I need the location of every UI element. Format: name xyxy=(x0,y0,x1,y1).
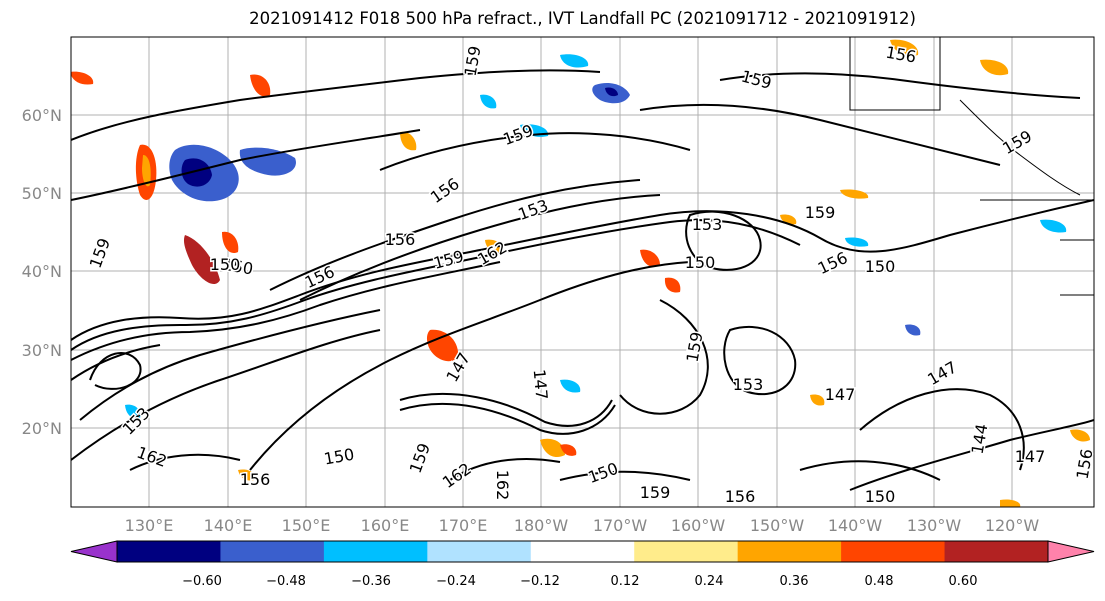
lon-label: 160°W xyxy=(671,516,726,535)
lon-label: 170°E xyxy=(439,516,488,535)
chart-title: 2021091412 F018 500 hPa refract., IVT La… xyxy=(249,9,916,28)
contour-label: 162 xyxy=(493,470,512,501)
lon-label: 170°W xyxy=(593,516,648,535)
lat-label: 40°N xyxy=(22,262,62,281)
colorbar-segment xyxy=(427,541,532,562)
coastlines xyxy=(849,37,1094,296)
colorbar-ticks: −0.60 −0.48 −0.36 −0.24 −0.12 0.12 0.24 … xyxy=(182,574,977,589)
colorbar-tick-label: 0.12 xyxy=(611,574,640,589)
contour-label: 150 xyxy=(865,487,896,506)
lat-axis: 60°N 50°N 40°N 30°N 20°N xyxy=(22,106,62,438)
refractivity-fill xyxy=(71,39,1090,507)
colorbar-segment xyxy=(841,541,946,562)
contour-label: 159 xyxy=(805,203,836,222)
lon-label: 180°W xyxy=(514,516,569,535)
contour-label: 156 xyxy=(725,487,756,506)
colorbar xyxy=(70,540,1095,563)
contour-label: 147 xyxy=(825,385,856,404)
colorbar-segment xyxy=(737,541,842,562)
colorbar-tick-label: 0.48 xyxy=(865,574,894,589)
contour-label: 153 xyxy=(692,215,723,234)
contour-label: 156 xyxy=(240,470,271,489)
colorbar-tick-label: −0.36 xyxy=(351,574,391,589)
colorbar-segment xyxy=(117,541,221,562)
colorbar-segment xyxy=(634,541,739,562)
colorbar-segment xyxy=(944,541,1049,562)
colorbar-segment xyxy=(220,541,325,562)
colorbar-tick-label: −0.12 xyxy=(520,574,560,589)
lat-label: 50°N xyxy=(22,184,62,203)
graticule xyxy=(71,37,1094,507)
contour-label: 156 xyxy=(385,230,416,249)
lon-label: 150°E xyxy=(282,516,331,535)
colorbar-frame xyxy=(116,540,1049,563)
colorbar-tick-label: −0.48 xyxy=(266,574,306,589)
colorbar-extend-high xyxy=(1047,540,1095,563)
contour-label: 150 xyxy=(865,257,896,276)
colorbar-tick-label: 0.24 xyxy=(695,574,724,589)
lon-label: 160°E xyxy=(361,516,410,535)
colorbar-extend-low xyxy=(70,540,118,563)
colorbar-segment xyxy=(530,541,635,562)
contour-label: 153 xyxy=(733,375,764,394)
lon-label: 130°W xyxy=(907,516,962,535)
lat-label: 30°N xyxy=(22,341,62,360)
map-frame xyxy=(70,36,1095,508)
lon-label: 140°E xyxy=(204,516,253,535)
lon-label: 130°E xyxy=(125,516,174,535)
lon-label: 120°W xyxy=(985,516,1040,535)
lat-label: 20°N xyxy=(22,419,62,438)
lon-label: 150°W xyxy=(750,516,805,535)
colorbar-tick-label: −0.24 xyxy=(436,574,476,589)
contour-label: 147 xyxy=(1015,447,1046,466)
lon-axis: 130°E 140°E 150°E 160°E 170°E 180°W 170°… xyxy=(125,516,1040,535)
colorbar-tick-label: 0.60 xyxy=(949,574,978,589)
colorbar-tick-label: −0.60 xyxy=(182,574,222,589)
contour-label: 150 xyxy=(210,255,241,274)
colorbar-tick-label: 0.36 xyxy=(780,574,809,589)
contour-label: 150 xyxy=(685,253,716,272)
contour-label: 159 xyxy=(640,483,671,502)
contour-label: 147 xyxy=(530,368,552,400)
contour-lines xyxy=(71,69,1094,491)
colorbar-segment xyxy=(323,541,428,562)
lon-label: 140°W xyxy=(828,516,883,535)
lat-label: 60°N xyxy=(22,106,62,125)
